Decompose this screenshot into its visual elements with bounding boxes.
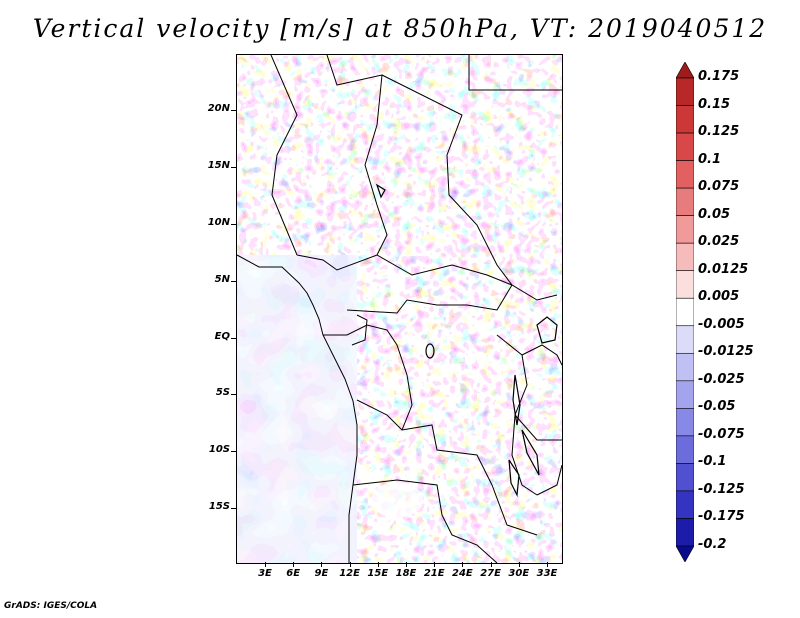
- map-frame: [236, 54, 563, 564]
- colorbar-bin: [676, 352, 694, 382]
- colorbar-bin: [676, 545, 694, 562]
- lon-label-18E: 18E: [395, 568, 417, 579]
- lakes: [375, 183, 558, 498]
- colorbar-bin: [676, 160, 694, 189]
- lon-tick: [377, 562, 379, 567]
- colorbar-label: 0.15: [698, 96, 731, 112]
- colorbar-label: -0.0125: [698, 344, 754, 360]
- lat-tick: [231, 451, 236, 452]
- lon-label-3E: 3E: [258, 568, 272, 579]
- colorbar-bin: [676, 187, 694, 216]
- lat-label-10S: 10S: [208, 444, 230, 455]
- colorbar-label: 0.125: [698, 124, 740, 140]
- colorbar-label: 0.175: [698, 69, 740, 84]
- ocean-field: [237, 255, 357, 563]
- lon-label-21E: 21E: [423, 568, 445, 579]
- credit-text: GrADS: IGES/COLA: [4, 601, 98, 611]
- lon-label-9E: 9E: [314, 568, 329, 579]
- lon-tick: [349, 562, 351, 567]
- lat-label-10N: 10N: [207, 217, 230, 228]
- colorbar-bin: [676, 132, 694, 161]
- colorbar-label: 0.0125: [698, 261, 749, 277]
- colorbar-bin: [676, 325, 694, 354]
- lat-label-15N: 15N: [207, 160, 230, 171]
- lat-tick: [231, 281, 236, 282]
- colorbar-label: 0.025: [698, 234, 740, 250]
- lon-label-27E: 27E: [480, 568, 501, 579]
- lon-label-12E: 12E: [339, 568, 360, 579]
- colorbar-label: 0.005: [698, 289, 740, 305]
- colorbar-bin: [676, 242, 694, 272]
- lat-tick: [231, 508, 236, 509]
- colorbar-label: 0.1: [698, 151, 722, 167]
- borders: [237, 55, 562, 563]
- colorbar-label: -0.025: [698, 371, 745, 387]
- colorbar-label: 0.075: [698, 179, 740, 195]
- lon-label-33E: 33E: [536, 568, 558, 579]
- colorbar-label: 0.05: [698, 206, 731, 222]
- colorbar-bin: [676, 270, 694, 299]
- lon-label-24E: 24E: [452, 568, 473, 579]
- lon-tick: [406, 562, 407, 567]
- lon-tick: [547, 562, 548, 567]
- lat-tick: [231, 167, 236, 168]
- colorbar-bin: [676, 77, 694, 106]
- lon-label-6E: 6E: [286, 568, 301, 579]
- colorbar-label: -0.005: [698, 316, 745, 332]
- lat-tick: [231, 224, 236, 225]
- colorbar-label: -0.125: [698, 481, 745, 497]
- lon-tick: [462, 562, 464, 567]
- lat-label-EQ: EQ: [214, 331, 230, 342]
- lat-label-5S: 5S: [215, 387, 230, 398]
- lon-label-30E: 30E: [508, 568, 530, 579]
- lon-tick: [518, 562, 520, 567]
- velocity-map: [237, 55, 562, 563]
- lat-label-20N: 20N: [207, 103, 230, 114]
- lon-tick: [490, 562, 492, 567]
- lat-label-5N: 5N: [214, 274, 230, 285]
- lat-label-15S: 15S: [208, 501, 230, 512]
- colorbar-label: -0.175: [698, 509, 745, 525]
- colorbar-bin: [676, 490, 694, 519]
- colorbar-label: -0.075: [698, 426, 745, 442]
- colorbar-bin: [676, 435, 694, 464]
- colorbar-bin: [676, 518, 694, 547]
- lon-tick: [265, 562, 266, 567]
- colorbar-bin: [676, 408, 694, 437]
- lon-tick: [434, 562, 436, 567]
- colorbar: [676, 62, 694, 562]
- colorbar-label: -0.1: [698, 454, 727, 470]
- low-signal-patch: [371, 482, 423, 518]
- lon-tick: [293, 562, 295, 567]
- colorbar-bin: [676, 297, 694, 327]
- colorbar-bin: [676, 463, 694, 492]
- colorbar-bin: [676, 380, 694, 409]
- colorbar-label: -0.2: [698, 537, 727, 552]
- colorbar-bin: [676, 105, 694, 134]
- lat-tick: [231, 110, 236, 111]
- colorbar-bin: [676, 215, 694, 244]
- lat-tick: [231, 394, 236, 395]
- colorbar-label: -0.05: [698, 399, 736, 415]
- chart-title: Vertical velocity [m/s] at 850hPa, VT: 2…: [32, 14, 768, 43]
- lon-tick: [321, 562, 323, 567]
- colorbar-bin: [676, 62, 694, 79]
- lat-tick: [231, 338, 236, 339]
- lon-label-15E: 15E: [367, 568, 389, 579]
